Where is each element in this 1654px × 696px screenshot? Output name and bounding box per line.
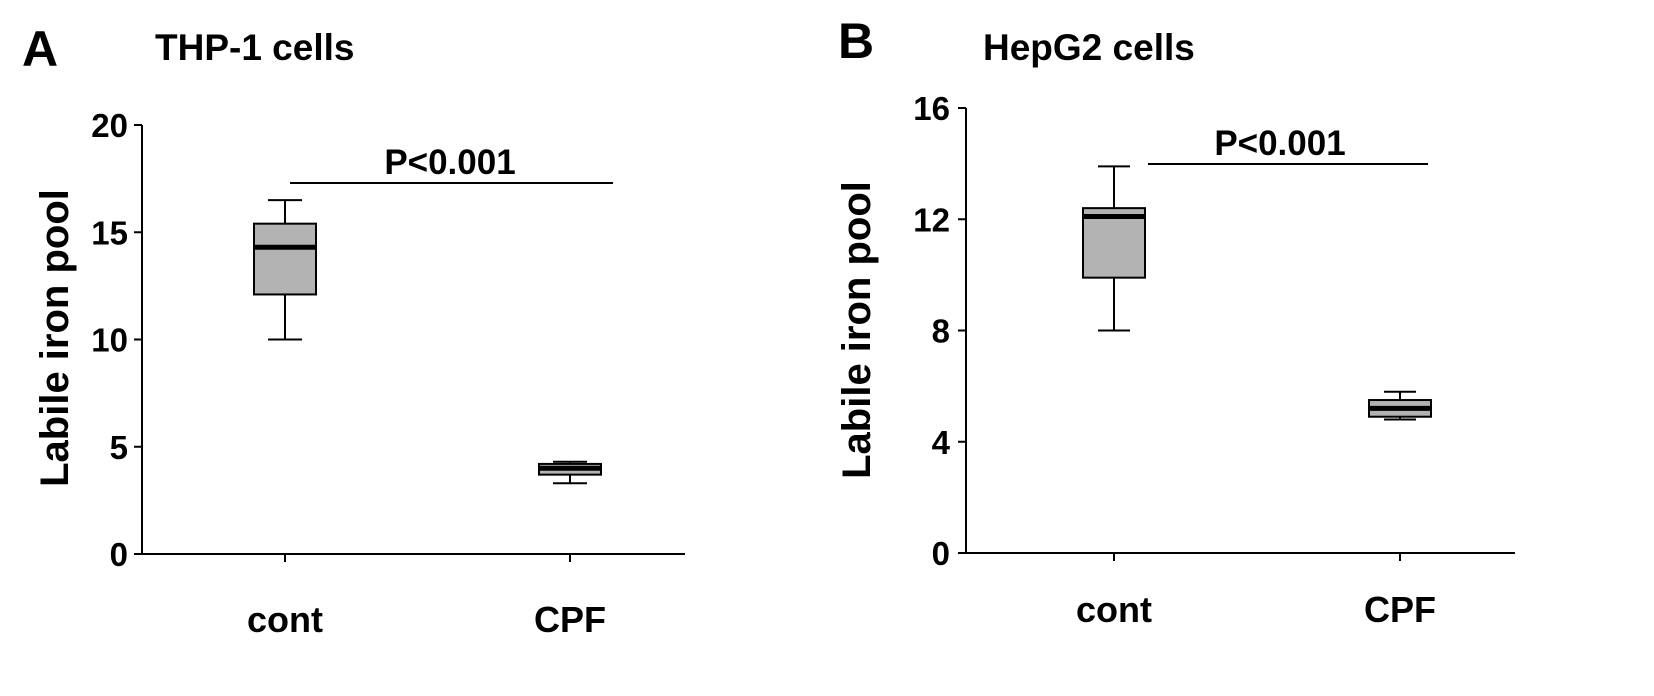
y-tick-label-b: 0 (932, 535, 950, 572)
panel-letter-a: A (22, 21, 58, 77)
category-label-b: CPF (1364, 589, 1436, 630)
plot-area-a: 0 5 10 15 20 cont CPF (91, 107, 685, 640)
y-tick-label-a: 10 (91, 322, 128, 359)
significance-label-a: P<0.001 (384, 143, 515, 182)
y-axis-title-a: Labile iron pool (33, 189, 77, 487)
panel-title-b: HepG2 cells (983, 27, 1195, 68)
panel-b: B HepG2 cells Labile iron pool P<0.001 0… (835, 13, 1515, 630)
panel-title-a: THP-1 cells (155, 27, 354, 68)
y-tick-label-a: 0 (110, 536, 128, 573)
panel-letter-b: B (838, 13, 874, 69)
box-cont-a (253, 222, 317, 296)
significance-label-b: P<0.001 (1214, 124, 1345, 163)
y-tick-label-b: 16 (913, 90, 950, 127)
y-tick-label-b: 4 (932, 424, 951, 461)
panel-a: A THP-1 cells Labile iron pool P<0.001 0… (22, 21, 685, 640)
y-tick-label-b: 12 (913, 201, 950, 238)
y-tick-label-a: 5 (110, 429, 128, 466)
category-label-a: CPF (534, 599, 606, 640)
category-label-a: cont (247, 599, 323, 640)
y-axis-title-b: Labile iron pool (835, 181, 879, 479)
category-label-b: cont (1076, 589, 1152, 630)
box-cont-b (1082, 207, 1146, 279)
y-tick-label-a: 20 (91, 107, 128, 144)
y-tick-label-a: 15 (91, 214, 128, 251)
y-tick-label-b: 8 (932, 313, 950, 350)
plot-area-b: 0 4 8 12 16 cont CPF (913, 90, 1515, 630)
